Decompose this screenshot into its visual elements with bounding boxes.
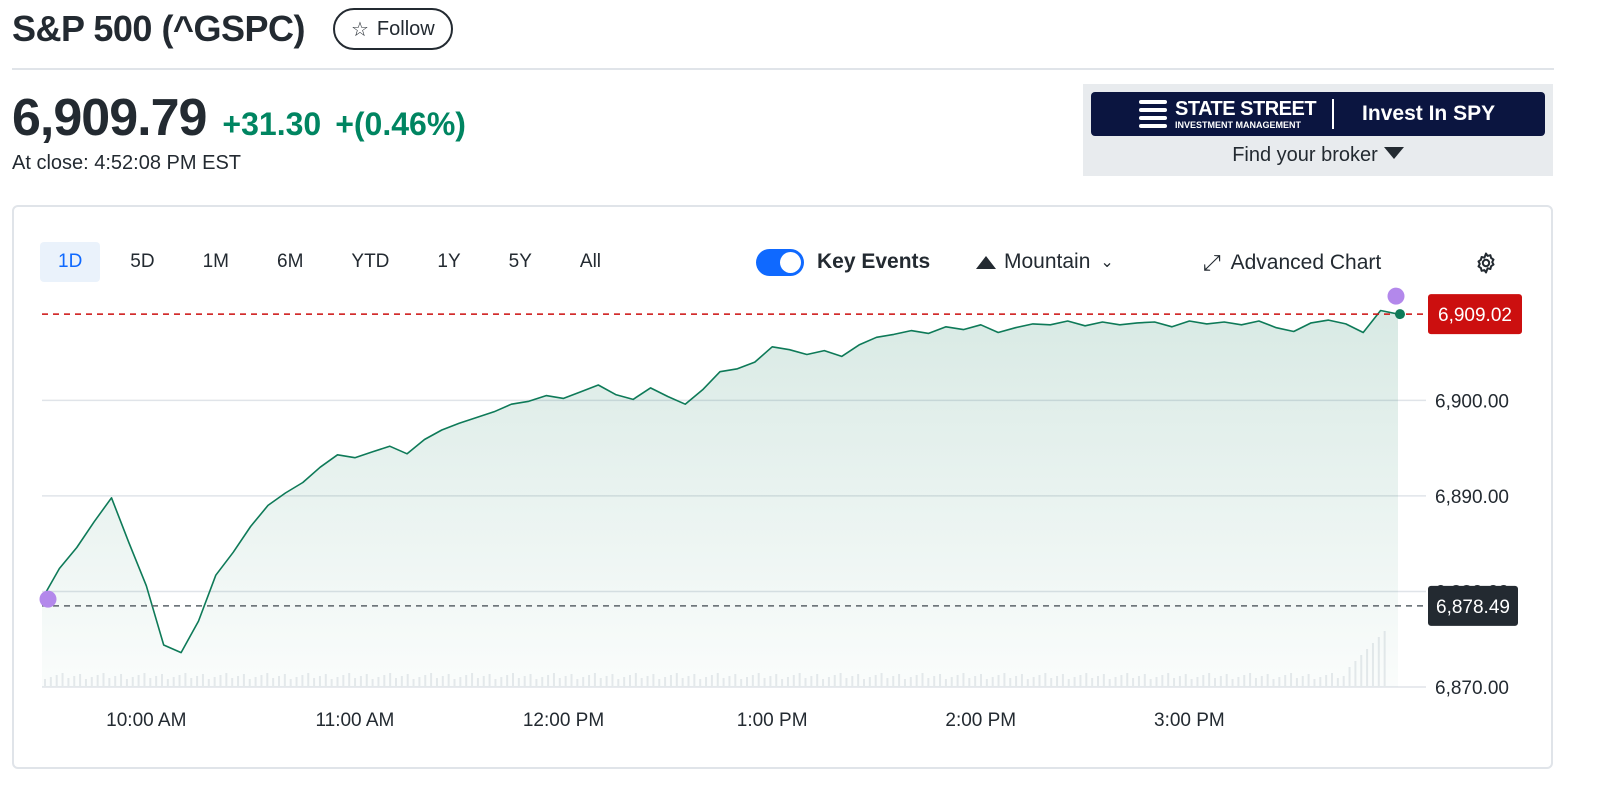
- price-change: +31.30: [222, 106, 322, 142]
- chevron-down-icon: ⌄: [1100, 254, 1114, 271]
- mountain-icon: [976, 255, 996, 269]
- range-tab-1d[interactable]: 1D: [40, 242, 101, 282]
- y-tick-label: 6,900.00: [1435, 391, 1509, 412]
- close-time: At close: 4:52:08 PM EST: [12, 152, 241, 174]
- y-tick-label: 6,870.00: [1435, 678, 1509, 699]
- quote-header: S&P 500 (^GSPC) ☆ Follow: [12, 8, 453, 50]
- header-divider: [12, 68, 1554, 70]
- star-icon: ☆: [350, 18, 369, 41]
- previous-close-label: 6,878.49: [1436, 597, 1510, 618]
- price-line: [41, 309, 1399, 654]
- range-tab-all[interactable]: All: [579, 251, 602, 272]
- range-tab-5d[interactable]: 5D: [130, 251, 155, 272]
- x-tick-label: 1:00 PM: [737, 710, 808, 731]
- area-fill: [42, 310, 1398, 687]
- ad-brand: STATE STREET INVESTMENT MANAGEMENT: [1175, 97, 1317, 130]
- state-street-logo-icon: [1139, 100, 1167, 128]
- range-tab-5y[interactable]: 5Y: [508, 251, 532, 272]
- last-price-dot: [1395, 309, 1405, 320]
- x-tick-label: 10:00 AM: [106, 710, 186, 731]
- x-tick-label: 3:00 PM: [1154, 710, 1225, 731]
- range-tab-ytd[interactable]: YTD: [351, 251, 390, 272]
- key-events-label: Key Events: [817, 250, 931, 273]
- range-tabs: 1D 5D 1M 6M YTD 1Y 5Y All: [40, 242, 631, 282]
- ad-separator: [1332, 99, 1335, 129]
- follow-label: Follow: [376, 17, 435, 40]
- ad-cta: Invest In SPY: [1362, 102, 1496, 125]
- x-tick-label: 2:00 PM: [945, 710, 1016, 731]
- key-events-toggle[interactable]: [756, 249, 804, 276]
- ad-banner[interactable]: STATE STREET INVESTMENT MANAGEMENT Inves…: [1091, 92, 1545, 136]
- range-tab-6m[interactable]: 6M: [277, 251, 304, 272]
- expand-icon: ⤢: [1203, 250, 1221, 275]
- current-price-label: 6,909.02: [1438, 305, 1512, 326]
- settings-gear-icon[interactable]: [1474, 251, 1498, 275]
- current-price-badge: [1428, 294, 1522, 335]
- chart-type-dropdown[interactable]: Mountain ⌄: [976, 250, 1114, 274]
- x-tick-label: 11:00 AM: [315, 710, 394, 731]
- y-tick-label: 6,890.00: [1435, 487, 1509, 508]
- triangle-down-icon: [1383, 147, 1404, 159]
- toggle-knob: [780, 252, 801, 273]
- ad-brand-name: STATE STREET: [1175, 97, 1317, 120]
- key-event-marker: [39, 590, 57, 608]
- chart-type-label: Mountain: [1004, 250, 1091, 273]
- advanced-chart-label: Advanced Chart: [1230, 251, 1382, 274]
- ticker-title: S&P 500 (^GSPC): [12, 8, 305, 49]
- find-broker-link[interactable]: Find your broker: [1083, 144, 1553, 167]
- quote-price-row: 6,909.79 +31.30 +(0.46%): [12, 88, 466, 148]
- follow-button[interactable]: ☆ Follow: [332, 8, 453, 50]
- previous-close-badge: [1428, 585, 1518, 626]
- find-broker-label: Find your broker: [1232, 144, 1378, 166]
- price-change-percent: +(0.46%): [335, 106, 466, 142]
- range-tab-1y[interactable]: 1Y: [437, 251, 461, 272]
- advanced-chart-button[interactable]: ⤢ Advanced Chart: [1203, 250, 1381, 276]
- key-event-marker: [1387, 287, 1405, 305]
- ad-unit: STATE STREET INVESTMENT MANAGEMENT Inves…: [1083, 84, 1553, 176]
- x-tick-label: 12:00 PM: [523, 710, 604, 731]
- ad-brand-sub: INVESTMENT MANAGEMENT: [1175, 119, 1301, 130]
- range-tab-1m[interactable]: 1M: [202, 251, 229, 272]
- price-value: 6,909.79: [12, 89, 207, 147]
